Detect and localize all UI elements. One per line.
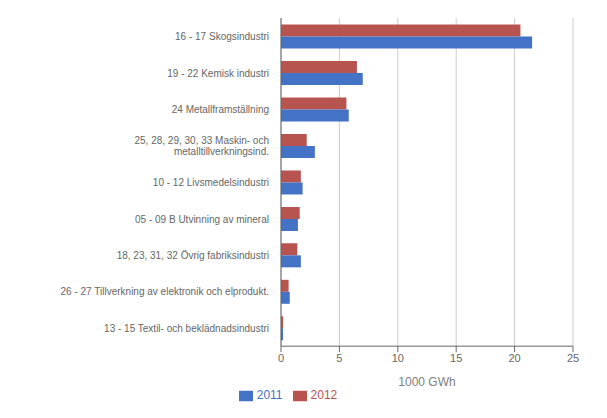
svg-text:25, 28, 29, 30, 33 Maskin- och: 25, 28, 29, 30, 33 Maskin- ochmetalltill… bbox=[134, 134, 269, 157]
svg-text:13 - 15 Textil- och beklädnads: 13 - 15 Textil- och beklädnadsindustri bbox=[104, 322, 269, 333]
svg-text:18, 23, 31, 32 Övrig fabriksin: 18, 23, 31, 32 Övrig fabriksindustri bbox=[117, 250, 269, 261]
svg-text:5: 5 bbox=[336, 352, 342, 364]
svg-text:05 - 09 B Utvinning av mineral: 05 - 09 B Utvinning av mineral bbox=[135, 213, 269, 224]
html-text:2011: 2011 bbox=[256, 388, 283, 403]
svg-text:0: 0 bbox=[278, 352, 284, 364]
svg-text:20: 20 bbox=[508, 352, 520, 364]
svg-text:25: 25 bbox=[567, 352, 579, 364]
svg-text:26 - 27 Tillverkning av elektr: 26 - 27 Tillverkning av elektronik och e… bbox=[61, 286, 269, 297]
svg-text:24 Metallframställning: 24 Metallframställning bbox=[172, 104, 269, 115]
svg-text:16 - 17 Skogsindustri: 16 - 17 Skogsindustri bbox=[175, 31, 269, 42]
svg-text:19 - 22 Kemisk industri: 19 - 22 Kemisk industri bbox=[167, 67, 269, 78]
svg-text:10: 10 bbox=[392, 352, 404, 364]
svg-text:1000 GWh: 1000 GWh bbox=[398, 375, 455, 389]
svg-text:10 - 12 Livsmedelsindustri: 10 - 12 Livsmedelsindustri bbox=[153, 177, 269, 188]
html-text:2012: 2012 bbox=[310, 388, 338, 403]
svg-text:15: 15 bbox=[450, 352, 462, 364]
